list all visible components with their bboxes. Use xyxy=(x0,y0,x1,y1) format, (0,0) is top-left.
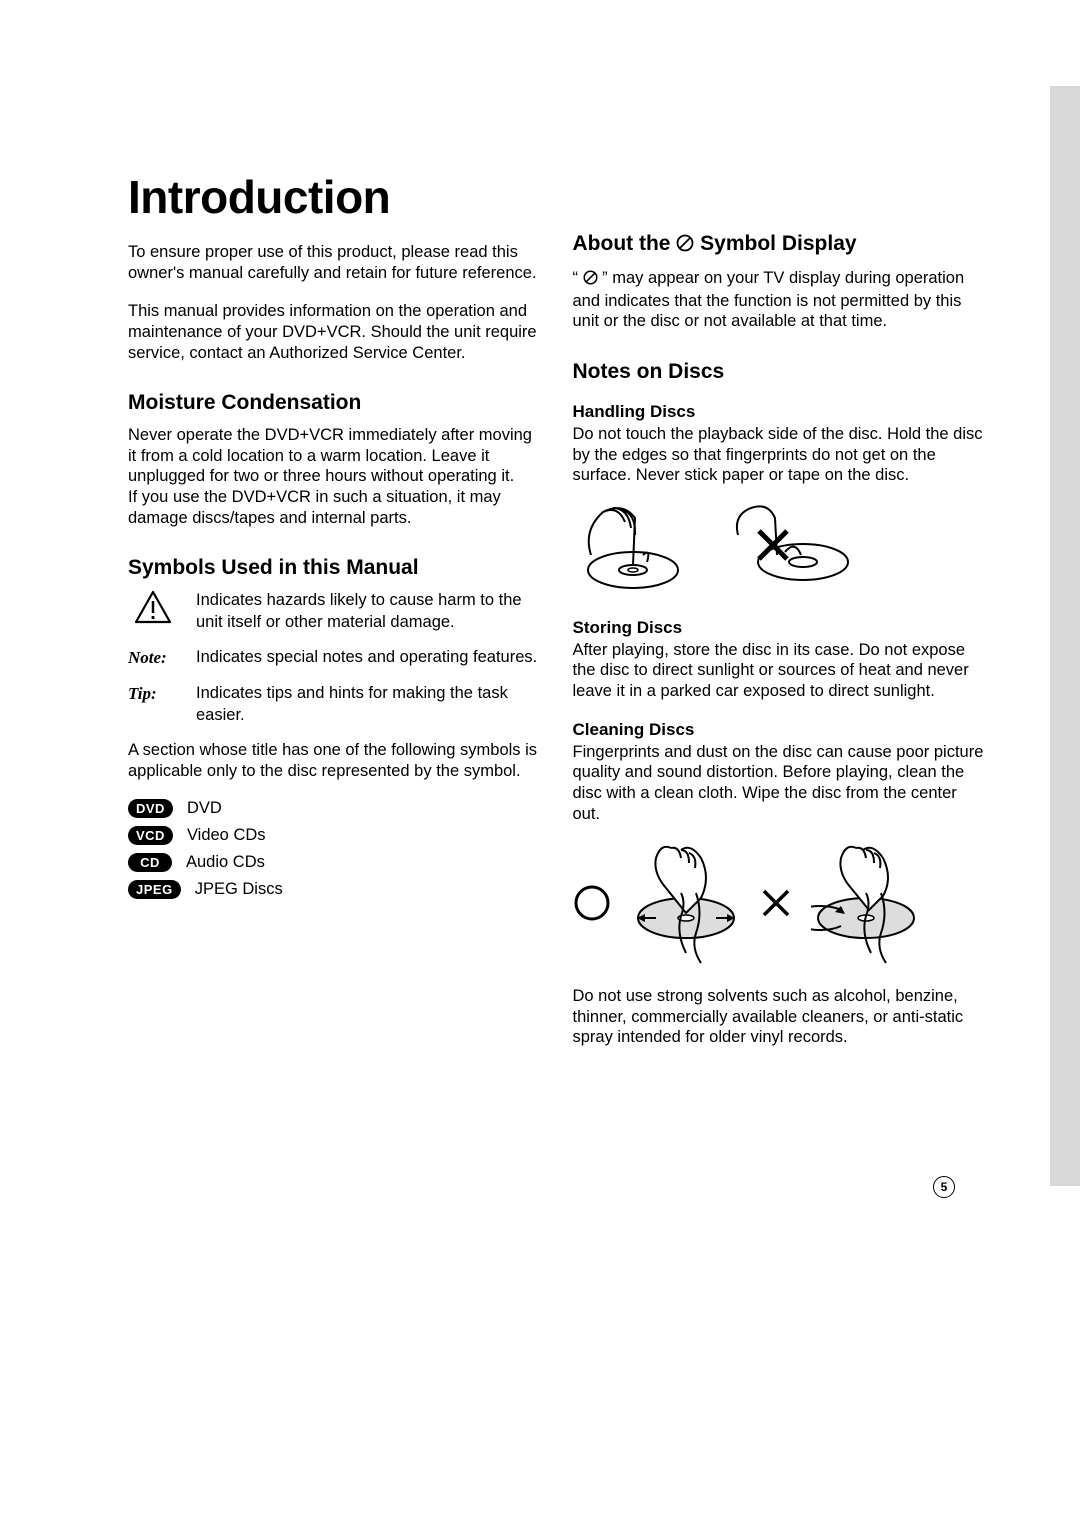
intro-paragraph-1: To ensure proper use of this product, pl… xyxy=(128,242,541,283)
moisture-title: Moisture Condensation xyxy=(128,391,541,415)
symbol-warning-row: Indicates hazards likely to cause harm t… xyxy=(128,590,541,633)
vcd-pill: VCD xyxy=(128,826,173,845)
cd-label: Audio CDs xyxy=(186,853,265,872)
note-label: Note: xyxy=(128,647,178,669)
right-column: About the Symbol Display “ ” may appear … xyxy=(573,170,986,1066)
symbol-note-text: Indicates special notes and operating fe… xyxy=(196,647,537,668)
vcd-label: Video CDs xyxy=(187,826,266,845)
disc-hold-correct-icon xyxy=(573,500,693,600)
list-item: VCD Video CDs xyxy=(128,826,541,845)
moisture-p1: Never operate the DVD+VCR immediately af… xyxy=(128,425,541,487)
symbol-warning-text: Indicates hazards likely to cause harm t… xyxy=(196,590,541,633)
page-number: 5 xyxy=(933,1176,955,1198)
jpeg-pill: JPEG xyxy=(128,880,181,899)
cd-pill: CD xyxy=(128,853,172,872)
about-title: About the Symbol Display xyxy=(573,232,986,258)
wipe-circular-icon xyxy=(811,838,921,968)
tip-label: Tip: xyxy=(128,683,178,705)
list-item: JPEG JPEG Discs xyxy=(128,880,541,899)
prohibit-icon xyxy=(583,270,598,291)
about-p-suffix: ” may appear on your TV display during o… xyxy=(573,269,965,330)
wipe-out-icon xyxy=(631,838,741,968)
about-p-prefix: “ xyxy=(573,269,583,287)
handling-text: Do not touch the playback side of the di… xyxy=(573,424,986,486)
notes-discs-title: Notes on Discs xyxy=(573,360,986,384)
side-tab xyxy=(1050,86,1080,1186)
about-title-prefix: About the xyxy=(573,232,671,255)
symbols-title: Symbols Used in this Manual xyxy=(128,556,541,580)
prohibit-icon xyxy=(676,234,694,258)
symbols-section-note: A section whose title has one of the fol… xyxy=(128,740,541,781)
warning-icon xyxy=(128,590,178,624)
wrong-icon xyxy=(761,843,791,963)
intro-paragraph-2: This manual provides information on the … xyxy=(128,301,541,363)
page-content: Introduction To ensure proper use of thi… xyxy=(0,0,1080,1126)
page-number-value: 5 xyxy=(941,1180,948,1194)
handling-figure xyxy=(573,500,986,600)
symbol-tip-text: Indicates tips and hints for making the … xyxy=(196,683,541,726)
about-title-suffix: Symbol Display xyxy=(700,232,856,255)
page-title: Introduction xyxy=(128,170,541,224)
jpeg-label: JPEG Discs xyxy=(195,880,283,899)
symbol-tip-row: Tip: Indicates tips and hints for making… xyxy=(128,683,541,726)
cleaning-warning: Do not use strong solvents such as alcoh… xyxy=(573,986,986,1048)
disc-hold-wrong-icon xyxy=(733,500,853,600)
dvd-label: DVD xyxy=(187,799,222,818)
moisture-p2: If you use the DVD+VCR in such a situati… xyxy=(128,487,541,528)
storing-title: Storing Discs xyxy=(573,618,986,638)
cleaning-text: Fingerprints and dust on the disc can ca… xyxy=(573,742,986,825)
list-item: CD Audio CDs xyxy=(128,853,541,872)
handling-title: Handling Discs xyxy=(573,402,986,422)
cleaning-title: Cleaning Discs xyxy=(573,720,986,740)
correct-icon xyxy=(573,843,611,963)
dvd-pill: DVD xyxy=(128,799,173,818)
about-paragraph: “ ” may appear on your TV display during… xyxy=(573,268,986,332)
left-column: Introduction To ensure proper use of thi… xyxy=(128,170,541,1066)
disc-symbol-list: DVD DVD VCD Video CDs CD Audio CDs JPEG … xyxy=(128,799,541,899)
symbol-note-row: Note: Indicates special notes and operat… xyxy=(128,647,541,669)
cleaning-figure xyxy=(573,838,986,968)
list-item: DVD DVD xyxy=(128,799,541,818)
storing-text: After playing, store the disc in its cas… xyxy=(573,640,986,702)
